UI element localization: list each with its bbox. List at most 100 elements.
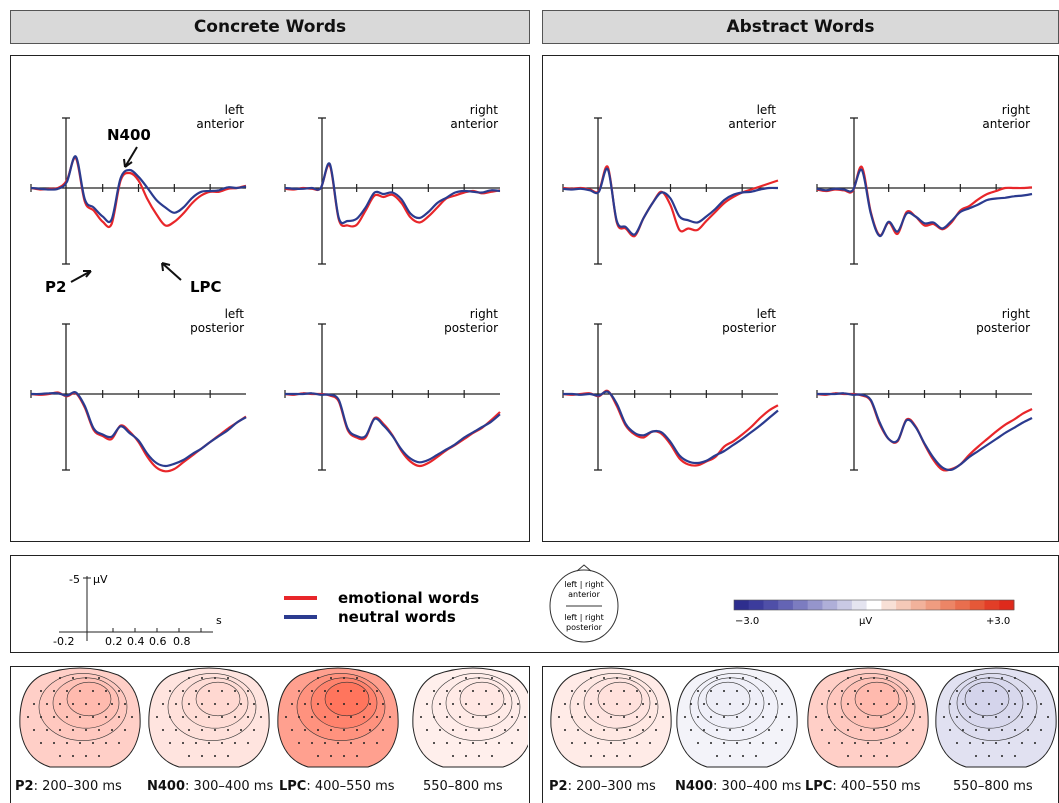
topomap-contour <box>964 681 1010 717</box>
topomap-contour <box>597 681 643 717</box>
electrode-dot <box>98 703 100 705</box>
electrode-dot <box>906 690 908 692</box>
electrode-dot <box>498 742 500 744</box>
electrode-dot <box>1021 716 1023 718</box>
electrode-dot <box>590 677 592 679</box>
region-label-line1: left <box>757 103 777 117</box>
electrode-dot <box>504 729 506 731</box>
head-key-bottom-line: left | right <box>564 613 604 622</box>
legend-svg: -5 μV s -0.2 0.2 0.4 0.6 0.8 emotional w… <box>53 564 1015 648</box>
electrode-dot <box>363 742 365 744</box>
electrode-dot <box>815 716 817 718</box>
electrode-dot <box>214 729 216 731</box>
electrode-dot <box>1027 703 1029 705</box>
electrode-dot <box>452 677 454 679</box>
electrode-dot <box>873 729 875 731</box>
electrode-dot <box>195 716 197 718</box>
electrode-dot <box>860 755 862 757</box>
electrode-dot <box>498 716 500 718</box>
electrode-dot <box>880 716 882 718</box>
electrode-dot <box>1034 716 1036 718</box>
colorbar-unit: μV <box>859 616 872 627</box>
electrode-dot <box>995 690 997 692</box>
electrode-dot <box>53 716 55 718</box>
electrode-dot <box>962 703 964 705</box>
electrode-dot <box>439 703 441 705</box>
electrode-dot <box>558 716 560 718</box>
electrode-dot <box>755 755 757 757</box>
electrode-dot <box>234 716 236 718</box>
electrode-dot <box>821 703 823 705</box>
series-legend: emotional words neutral words <box>284 589 479 626</box>
electrode-dot <box>304 729 306 731</box>
electrode-dot <box>465 703 467 705</box>
electrode-dot <box>234 690 236 692</box>
erp-line-neutral <box>562 167 779 236</box>
electrode-dot <box>363 690 365 692</box>
region-label-line1: left <box>757 307 777 321</box>
electrode-dot <box>389 716 391 718</box>
electrode-dot <box>597 716 599 718</box>
electrode-dot <box>828 690 830 692</box>
electrode-dot <box>636 690 638 692</box>
electrode-dot <box>912 729 914 731</box>
electrode-dot <box>317 703 319 705</box>
region-label-line2: anterior <box>196 117 244 131</box>
colorbar-cell <box>984 600 1000 610</box>
electrode-dot <box>182 742 184 744</box>
electrode-dot <box>195 742 197 744</box>
colorbar-frame <box>733 599 1015 611</box>
electrode-dot <box>616 755 618 757</box>
colorbar-cell <box>748 600 764 610</box>
electrode-dot <box>1021 690 1023 692</box>
electrode-dot <box>749 690 751 692</box>
erp-line-neutral <box>284 162 501 225</box>
electrode-dot <box>169 716 171 718</box>
electrode-dot <box>886 677 888 679</box>
electrode-dot <box>59 677 61 679</box>
electrode-dot <box>175 729 177 731</box>
electrode-dot <box>854 690 856 692</box>
erp-line-emotional <box>30 156 247 229</box>
annotation-n400: N400 <box>107 126 151 144</box>
abstract-topomaps-svg <box>550 667 1057 768</box>
electrode-dot <box>169 742 171 744</box>
electrode-dot <box>610 716 612 718</box>
legend-panel: -5 μV s -0.2 0.2 0.4 0.6 0.8 emotional w… <box>10 555 1059 653</box>
electrode-dot <box>234 742 236 744</box>
electrode-dot <box>40 716 42 718</box>
electrode-dot <box>175 703 177 705</box>
electrode-dot <box>227 703 229 705</box>
electrode-dot <box>98 677 100 679</box>
electrode-dot <box>253 703 255 705</box>
electrode-dot <box>285 716 287 718</box>
electrode-dot <box>636 716 638 718</box>
electrode-dot <box>1040 703 1042 705</box>
electrode-dot <box>723 716 725 718</box>
topomap <box>807 667 929 768</box>
electrode-dot <box>629 729 631 731</box>
electrode-dot <box>623 742 625 744</box>
electrode-dot <box>755 677 757 679</box>
electrode-dot <box>452 729 454 731</box>
region-label-line2: posterior <box>722 321 776 335</box>
electrode-dot <box>27 716 29 718</box>
electrode-dot <box>956 690 958 692</box>
electrode-dot <box>85 729 87 731</box>
electrode-dot <box>188 677 190 679</box>
scale-bar: -5 μV s -0.2 0.2 0.4 0.6 0.8 <box>53 573 222 648</box>
electrode-dot <box>988 703 990 705</box>
electrode-dot <box>684 716 686 718</box>
electrode-dot <box>298 742 300 744</box>
electrode-dot <box>834 703 836 705</box>
scale-x-tick-3: 0.4 <box>127 635 145 648</box>
electrode-dot <box>317 677 319 679</box>
electrode-dot <box>690 729 692 731</box>
electrode-dot <box>356 755 358 757</box>
region-label-line1: right <box>470 103 498 117</box>
erp-line-neutral <box>30 155 247 224</box>
electrode-dot <box>781 703 783 705</box>
electrode-dot <box>1008 690 1010 692</box>
scale-x-unit: s <box>216 614 222 627</box>
